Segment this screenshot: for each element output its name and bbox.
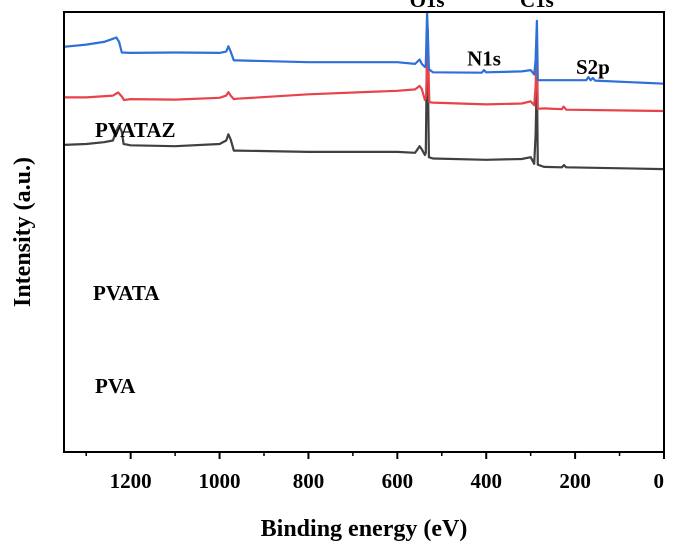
plot-frame	[63, 11, 665, 453]
series-lines	[63, 10, 665, 171]
x-tick-label: 0	[654, 469, 665, 493]
peak-label-c1s: C1s	[520, 0, 554, 12]
series-label-pvataz: PVATAZ	[95, 118, 176, 142]
peak-label-s2p: S2p	[576, 55, 610, 79]
peak-label-n1s: N1s	[467, 46, 501, 70]
peak-annotations: O1s C1s N1s S2p	[410, 0, 610, 79]
x-tick-label: 800	[293, 469, 325, 493]
peak-label-o1s: O1s	[410, 0, 445, 12]
x-tick-label: 1000	[199, 469, 241, 493]
x-tick-label: 1200	[110, 469, 152, 493]
x-tick-label: 200	[559, 469, 591, 493]
x-tick-label: 600	[382, 469, 414, 493]
x-axis-label: Binding energy (eV)	[261, 516, 468, 542]
series-label-pva: PVA	[95, 374, 136, 398]
series-label-pvata: PVATA	[93, 281, 160, 305]
y-axis-label: Intensity (a.u.)	[10, 157, 36, 307]
series-labels: PVATAZ PVATA PVA	[93, 118, 176, 398]
series-line-pvataz	[63, 10, 665, 85]
series-line-pva	[63, 37, 665, 171]
series-line-pvata	[64, 26, 665, 113]
x-axis-ticks: 1200 1000 800 600 400 200 0	[85, 452, 665, 493]
x-tick-label: 400	[470, 469, 502, 493]
